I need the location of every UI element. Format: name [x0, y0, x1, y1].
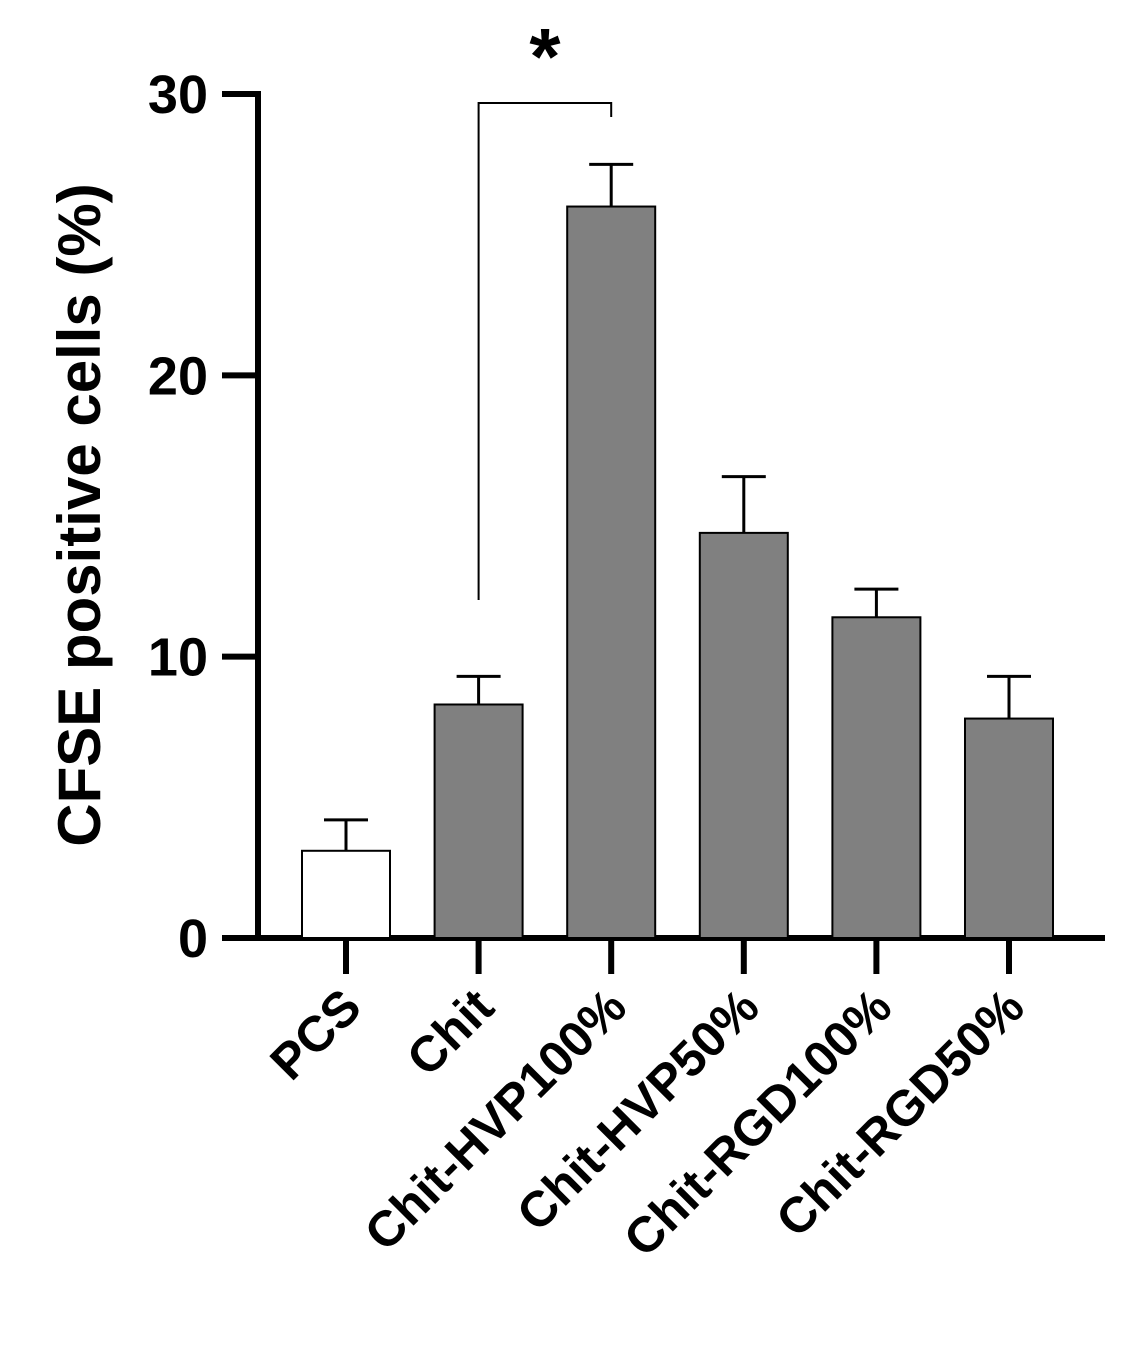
y-axis-title: CFSE positive cells (%): [46, 183, 113, 847]
significance-star: *: [529, 12, 561, 101]
bar-chit-rgd50-: [964, 717, 1054, 939]
y-tick-label: 0: [178, 909, 208, 969]
bar-chit-hvp50-: [698, 531, 789, 939]
labels-group: PCS ChitChit-HVP100%Chit-HVP50%Chit-RGD10…: [259, 978, 1034, 1267]
bar-chit-rgd100-: [831, 616, 922, 940]
bar-chit: [433, 703, 524, 940]
x-category-label: Chit: [396, 978, 505, 1087]
y-tick-label: 10: [148, 628, 208, 688]
y-tick-label: 20: [148, 346, 208, 406]
bars-group: [301, 205, 1054, 940]
significance-bracket: [477, 102, 613, 600]
y-tick-label: 30: [148, 65, 208, 125]
bar-chit-hvp100-: [566, 205, 657, 940]
bar-pcs: [301, 849, 391, 940]
error-bars-group: [324, 162, 1031, 851]
x-category-label: PCS: [259, 978, 371, 1090]
significance-group: *: [477, 12, 613, 600]
